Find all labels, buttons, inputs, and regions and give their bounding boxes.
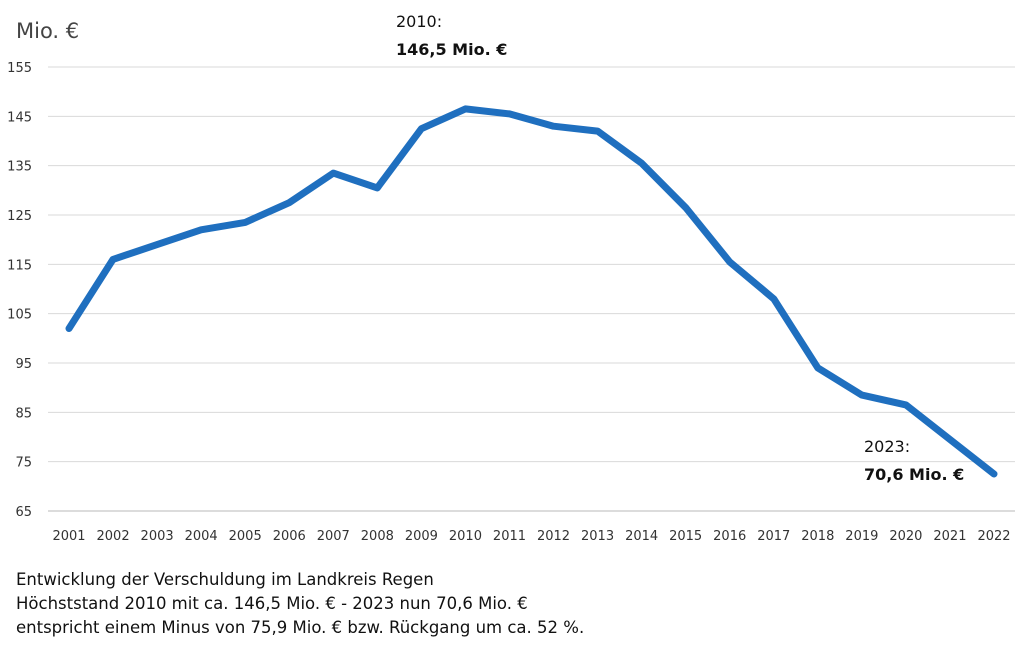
y-tick-label: 135 xyxy=(7,160,32,175)
x-tick-label: 2017 xyxy=(757,529,790,544)
series-line xyxy=(65,105,998,478)
x-tick-label: 2011 xyxy=(493,529,526,544)
y-unit-label: Mio. € xyxy=(16,19,79,43)
x-tick-label: 2019 xyxy=(845,529,878,544)
x-tick-label: 2021 xyxy=(933,529,966,544)
x-tick-label: 2005 xyxy=(229,529,262,544)
x-tick-label: 2020 xyxy=(889,529,922,544)
x-tick-label: 2006 xyxy=(273,529,306,544)
annotation-peak-value: 146,5 Mio. € xyxy=(396,40,507,59)
x-tick-label: 2013 xyxy=(581,529,614,544)
x-tick-label: 2014 xyxy=(625,529,658,544)
x-tick-label: 2012 xyxy=(537,529,570,544)
x-tick-label: 2018 xyxy=(801,529,834,544)
x-tick-label: 2004 xyxy=(185,529,218,544)
x-tick-label: 2002 xyxy=(97,529,130,544)
x-tick-label: 2010 xyxy=(449,529,482,544)
x-tick-label: 2003 xyxy=(141,529,174,544)
y-axis-ticks: 65 75 85 95 105 115 125 135 145 155 xyxy=(7,61,32,520)
y-tick-label: 145 xyxy=(7,110,32,125)
x-tick-label: 2015 xyxy=(669,529,702,544)
y-tick-label: 105 xyxy=(7,308,32,323)
y-tick-label: 75 xyxy=(15,456,32,471)
caption-line-3: entspricht einem Minus von 75,9 Mio. € b… xyxy=(16,618,585,637)
y-tick-label: 115 xyxy=(7,258,32,273)
x-tick-label: 2016 xyxy=(713,529,746,544)
x-tick-label: 2009 xyxy=(405,529,438,544)
x-tick-label: 2008 xyxy=(361,529,394,544)
caption-line-2: Höchststand 2010 mit ca. 146,5 Mio. € - … xyxy=(16,594,528,613)
y-tick-label: 85 xyxy=(15,406,32,421)
caption-line-1: Entwicklung der Verschuldung im Landkrei… xyxy=(16,570,434,589)
y-tick-label: 95 xyxy=(15,357,32,372)
annotation-end: 2023: 70,6 Mio. € xyxy=(864,437,964,484)
annotation-end-year: 2023: xyxy=(864,437,910,456)
chart-caption: Entwicklung der Verschuldung im Landkrei… xyxy=(16,568,584,640)
y-tick-label: 65 xyxy=(15,505,32,520)
gridlines xyxy=(48,66,1015,512)
y-tick-label: 125 xyxy=(7,209,32,224)
annotation-peak-year: 2010: xyxy=(396,12,442,31)
annotation-end-value: 70,6 Mio. € xyxy=(864,465,964,484)
x-axis-ticks: 2001 2002 2003 2004 2005 2006 2007 2008 2009 2010… xyxy=(52,529,1010,544)
x-tick-label: 2007 xyxy=(317,529,350,544)
x-tick-label: 2022 xyxy=(977,529,1010,544)
y-tick-label: 155 xyxy=(7,61,32,76)
x-tick-label: 2001 xyxy=(52,529,85,544)
annotation-peak: 2010: 146,5 Mio. € xyxy=(396,12,507,59)
